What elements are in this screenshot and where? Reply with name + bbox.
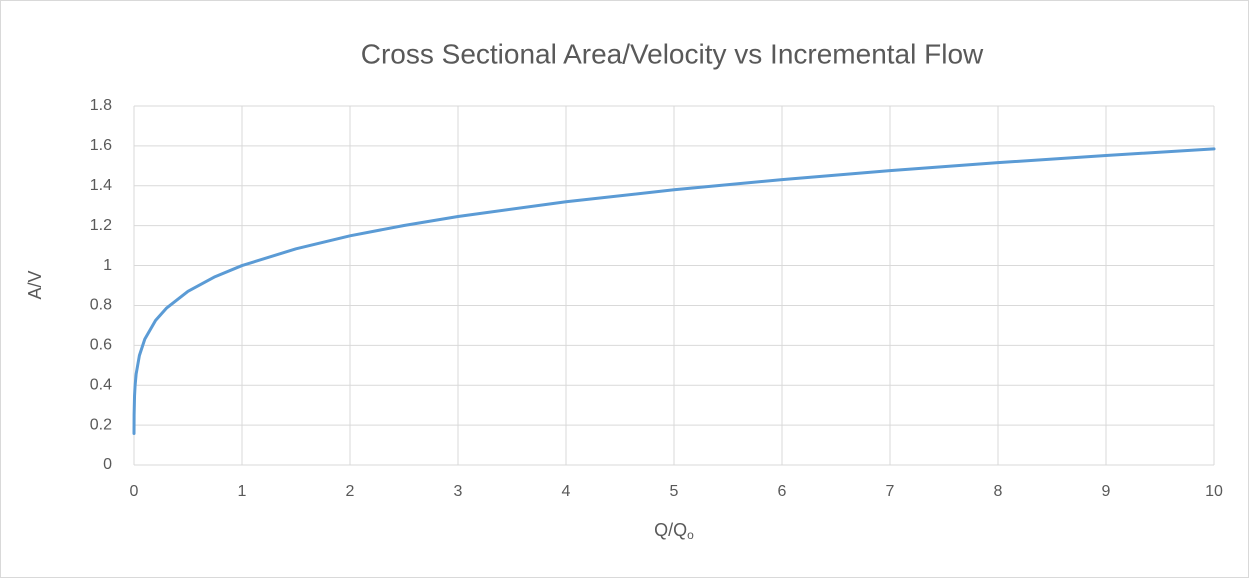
x-tick-label: 10: [1205, 483, 1223, 500]
y-tick-label: 1: [103, 257, 112, 274]
chart-title: Cross Sectional Area/Velocity vs Increme…: [361, 38, 984, 69]
y-tick-label: 1.6: [90, 137, 112, 154]
x-tick-label: 3: [454, 483, 463, 500]
y-tick-label: 1.4: [90, 177, 112, 194]
y-tick-label: 0: [103, 456, 112, 473]
y-axis-label: A/V: [25, 270, 45, 299]
y-tick-label: 1.2: [90, 217, 112, 234]
y-tick-label: 1.8: [90, 97, 112, 114]
x-tick-label: 0: [130, 483, 139, 500]
x-tick-label: 9: [1102, 483, 1111, 500]
x-tick-label: 7: [886, 483, 895, 500]
x-tick-label: 8: [994, 483, 1003, 500]
y-tick-label: 0.4: [90, 376, 112, 393]
y-tick-label: 0.8: [90, 297, 112, 314]
y-tick-label: 0.6: [90, 337, 112, 354]
x-axis-label-main: Q/Q: [654, 520, 687, 540]
x-axis-label: Q/Qo: [654, 520, 694, 542]
y-tick-label: 0.2: [90, 416, 112, 433]
x-tick-label: 2: [346, 483, 355, 500]
x-tick-label: 6: [778, 483, 787, 500]
x-tick-label: 4: [562, 483, 571, 500]
data-line: [132, 147, 1216, 435]
x-tick-label: 1: [238, 483, 247, 500]
x-axis-label-subscript: o: [687, 528, 694, 542]
x-tick-label: 5: [670, 483, 679, 500]
